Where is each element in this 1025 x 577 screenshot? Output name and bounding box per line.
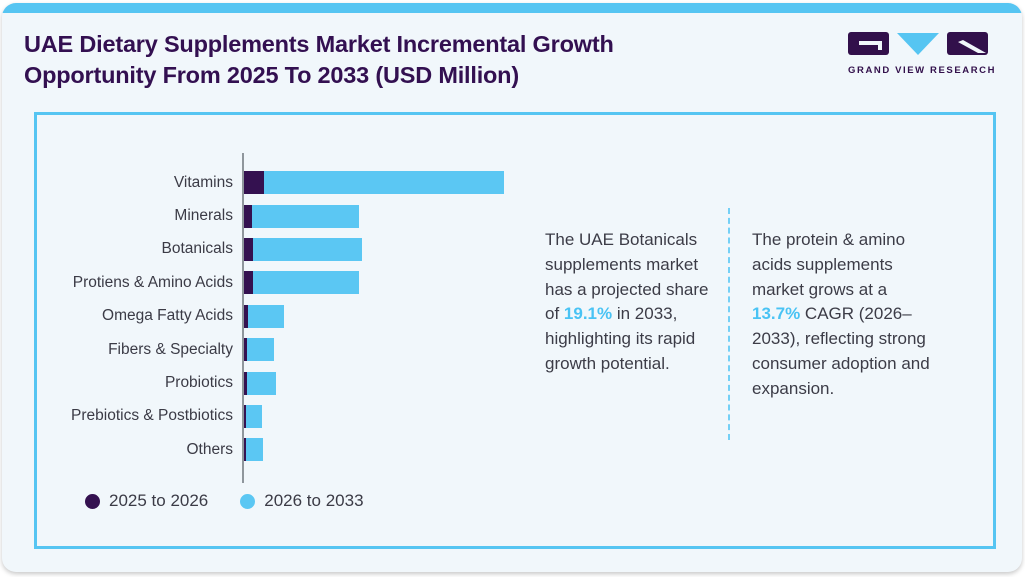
bar-segment-2025-to-2026	[244, 338, 247, 362]
bar-segment-2025-to-2026	[244, 171, 264, 195]
bar-segment-2025-to-2026	[244, 237, 253, 261]
bar-segment-2026-to-2033	[247, 338, 274, 362]
bar-segment-2025-to-2026	[244, 304, 248, 328]
logo-brand-text: GRAND VIEW RESEARCH	[848, 65, 997, 76]
infographic-card: UAE Dietary Supplements Market Increment…	[2, 3, 1022, 572]
annotation-text: in 2033, highlighting its rapid growth p…	[545, 304, 696, 373]
chart-row: Vitamins	[37, 166, 504, 199]
chart-row: Botanicals	[37, 233, 504, 266]
legend-swatch-2026-2033-icon	[240, 493, 256, 509]
chart-row: Protiens & Amino Acids	[37, 266, 504, 299]
category-label: Prebiotics & Postbiotics	[71, 407, 233, 425]
chart-row: Minerals	[37, 199, 504, 232]
annotation-highlight-value: 13.7%	[752, 304, 801, 324]
bar-group	[244, 171, 504, 195]
bar-group	[244, 338, 274, 362]
legend-swatch-2025-2026-icon	[85, 493, 100, 509]
category-label: Probiotics	[164, 374, 233, 392]
category-label: Protiens & Amino Acids	[72, 273, 233, 291]
bar-segment-2025-to-2026	[244, 438, 246, 462]
grand-view-research-logo: GRAND VIEW RESEARCH	[848, 30, 997, 76]
bar-group	[244, 271, 359, 295]
logo-g-glyph	[859, 41, 882, 50]
chart-row: Probiotics	[37, 366, 504, 399]
bar-segment-2026-to-2033	[253, 237, 362, 261]
bar-segment-2026-to-2033	[252, 204, 359, 228]
bar-segment-2026-to-2033	[245, 438, 263, 462]
bar-group	[244, 204, 359, 228]
category-label: Others	[186, 440, 233, 458]
bar-segment-2026-to-2033	[253, 271, 359, 295]
bar-segment-2025-to-2026	[244, 204, 252, 228]
annotation-text: The UAE Botanicals supplements market ha…	[545, 230, 709, 324]
legend-label-2025-2026: 2025 to 2026	[109, 491, 209, 510]
category-axis-line	[242, 153, 244, 483]
annotation-text: The protein & amino acids supplements ma…	[752, 230, 906, 299]
bar-group	[244, 438, 263, 462]
bar-group	[244, 371, 276, 395]
annotation-highlight-value: 19.1%	[563, 304, 613, 324]
bar-segment-2025-to-2026	[244, 271, 253, 295]
bar-segment-2025-to-2026	[244, 404, 246, 428]
gvr-logo-icon	[848, 32, 988, 55]
annotation-protein-amino-acids: The protein & amino acids supplements ma…	[752, 228, 940, 402]
chart-legend: 2025 to 2026 2026 to 2033	[85, 491, 364, 511]
bar-chart: Vitamins Minerals Botanicals Protiens & Ami…	[37, 166, 504, 467]
chart-row: Prebiotics & Postbiotics	[37, 400, 504, 433]
bar-segment-2026-to-2033	[248, 304, 284, 328]
annotation-text: CAGR (2026–2033), reflecting strong cons…	[752, 304, 930, 398]
legend-item-2026-2033: 2026 to 2033	[240, 491, 364, 511]
chart-row: Omega Fatty Acids	[37, 300, 504, 333]
chart-panel: Vitamins Minerals Botanicals Protiens & Ami…	[34, 112, 996, 549]
page-title: UAE Dietary Supplements Market Increment…	[24, 31, 614, 88]
category-label: Botanicals	[161, 240, 233, 258]
bar-group	[244, 304, 284, 328]
bar-segment-2026-to-2033	[264, 171, 504, 195]
category-label: Minerals	[174, 207, 233, 225]
bar-group	[244, 237, 362, 261]
logo-r-glyph	[958, 40, 986, 53]
chart-row: Fibers & Specialty	[37, 333, 504, 366]
category-label: Vitamins	[173, 173, 233, 191]
dashed-divider	[728, 208, 730, 440]
category-label: Omega Fatty Acids	[102, 307, 233, 325]
annotation-botanicals: The UAE Botanicals supplements market ha…	[545, 228, 717, 377]
legend-label-2026-2033: 2026 to 2033	[264, 491, 364, 510]
bar-segment-2026-to-2033	[246, 404, 262, 428]
chart-row: Others	[37, 433, 504, 466]
top-accent-bar	[2, 3, 1022, 13]
bar-segment-2025-to-2026	[244, 371, 247, 395]
logo-v-triangle	[897, 33, 939, 55]
category-label: Fibers & Specialty	[108, 340, 233, 358]
legend-item-2025-2026: 2025 to 2026	[85, 491, 208, 511]
bar-segment-2026-to-2033	[247, 371, 276, 395]
bar-group	[244, 404, 262, 428]
